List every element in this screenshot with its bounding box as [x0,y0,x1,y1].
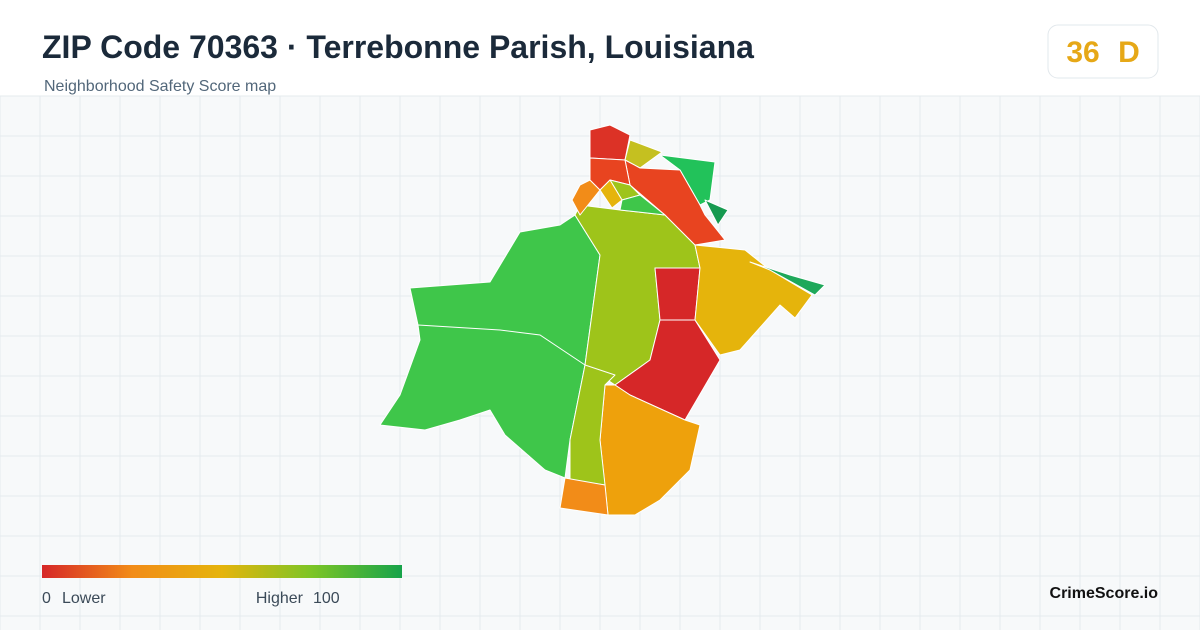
grade: D [1118,36,1140,69]
legend-max-label: Higher [256,590,304,607]
brand: CrimeScore.io [1050,585,1159,602]
region [654,267,701,321]
region [569,364,616,486]
grid [0,95,1200,630]
legend-min-label: Lower [62,590,106,607]
region [571,179,601,216]
region [619,194,666,216]
map [379,124,826,516]
legend-gradient [42,565,402,578]
region [704,199,729,226]
title: ZIP Code 70363 · Terrebonne Parish, Loui… [42,29,754,65]
region [589,124,631,161]
region [659,154,716,206]
region [749,261,826,296]
legend-max: 100 [313,590,340,607]
subtitle: Neighborhood Safety Score map [44,78,276,95]
score-badge [1047,24,1159,79]
region-border [417,324,586,366]
legend-min: 0 [42,590,51,607]
region [624,159,726,246]
region [694,244,813,356]
region [379,214,601,479]
score: 36 [1066,36,1099,69]
region [559,477,609,516]
